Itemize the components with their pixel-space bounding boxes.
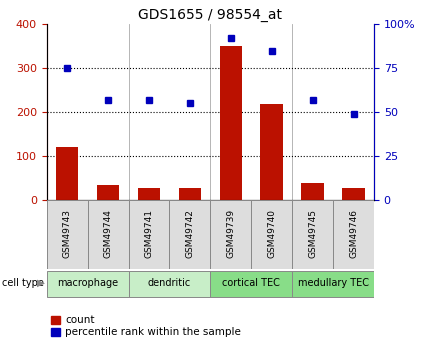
Text: cell type: cell type	[2, 278, 44, 288]
Text: GSM49741: GSM49741	[144, 209, 153, 258]
Bar	[88, 200, 128, 269]
Bar	[178, 188, 201, 200]
Text: macrophage: macrophage	[57, 278, 118, 288]
Bar	[210, 270, 292, 297]
Bar	[47, 270, 128, 297]
Text: ▶: ▶	[37, 278, 45, 288]
Bar	[97, 185, 119, 200]
Bar	[292, 200, 333, 269]
Text: GSM49744: GSM49744	[104, 209, 113, 258]
Bar	[128, 270, 210, 297]
Bar	[342, 188, 365, 200]
Text: medullary TEC: medullary TEC	[298, 278, 368, 288]
Bar	[301, 183, 324, 200]
Bar	[333, 200, 374, 269]
Text: count: count	[65, 315, 95, 325]
Bar	[56, 147, 79, 200]
Text: cortical TEC: cortical TEC	[222, 278, 280, 288]
Bar	[128, 200, 170, 269]
Bar	[210, 200, 251, 269]
Bar	[47, 200, 88, 269]
Text: dendritic: dendritic	[148, 278, 191, 288]
Bar	[220, 46, 242, 200]
Text: GSM49739: GSM49739	[227, 209, 235, 258]
Text: GSM49746: GSM49746	[349, 209, 358, 258]
Text: GSM49740: GSM49740	[267, 209, 276, 258]
Text: GSM49745: GSM49745	[308, 209, 317, 258]
Bar	[170, 200, 210, 269]
Title: GDS1655 / 98554_at: GDS1655 / 98554_at	[139, 8, 282, 22]
Bar	[292, 270, 374, 297]
Text: GSM49743: GSM49743	[63, 209, 72, 258]
Text: GSM49742: GSM49742	[185, 209, 194, 258]
Text: percentile rank within the sample: percentile rank within the sample	[65, 327, 241, 337]
Bar	[138, 188, 160, 200]
Bar	[261, 104, 283, 200]
Bar	[251, 200, 292, 269]
